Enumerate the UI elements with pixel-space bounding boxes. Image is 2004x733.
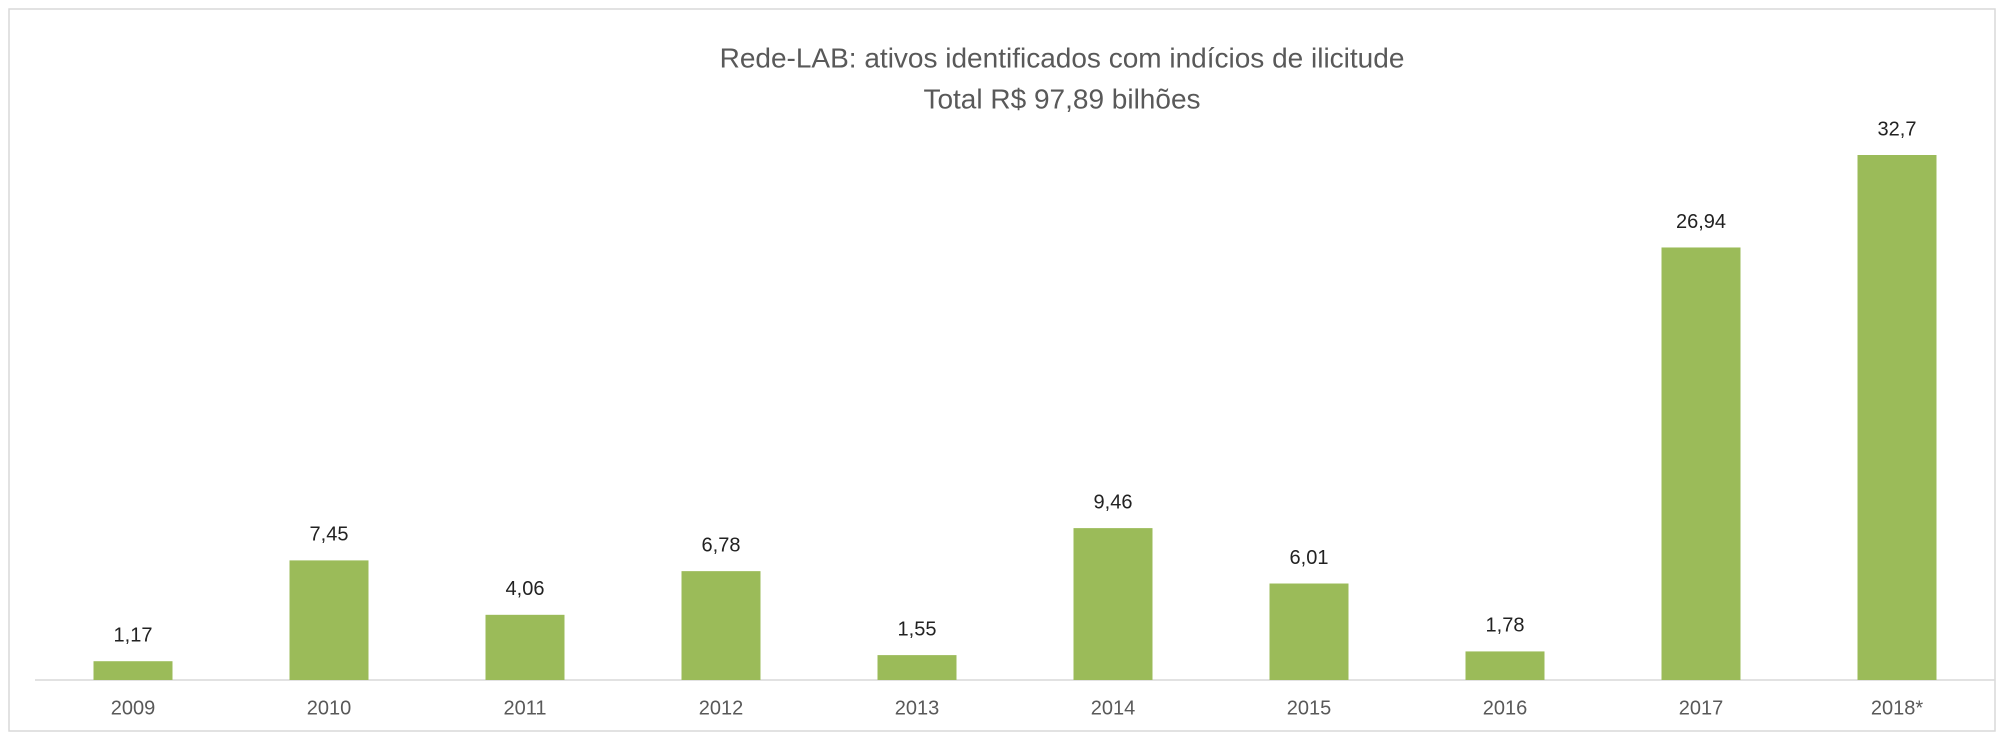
bar (93, 661, 173, 680)
data-label: 32,7 (1878, 118, 1917, 140)
x-tick-label: 2014 (1091, 697, 1136, 719)
x-tick-label: 2009 (111, 697, 156, 719)
bar (1073, 528, 1153, 680)
bar (877, 655, 957, 680)
x-tick-label: 2013 (895, 697, 940, 719)
data-label: 9,46 (1094, 491, 1133, 513)
data-label: 4,06 (506, 578, 545, 600)
x-tick-label: 2012 (699, 697, 744, 719)
data-label: 6,78 (702, 534, 741, 556)
x-tick-label: 2015 (1287, 697, 1332, 719)
x-tick-label: 2018* (1871, 697, 1923, 719)
data-label: 7,45 (310, 524, 349, 546)
bar (1269, 583, 1349, 680)
x-tick-label: 2010 (307, 697, 352, 719)
bar (681, 571, 761, 680)
data-label: 1,17 (114, 624, 153, 646)
data-label: 26,94 (1676, 211, 1726, 233)
x-tick-label: 2016 (1483, 697, 1528, 719)
bar (485, 614, 565, 680)
data-label: 6,01 (1290, 547, 1329, 569)
data-label: 1,78 (1486, 615, 1525, 637)
bar (289, 560, 369, 680)
data-label: 1,55 (898, 618, 937, 640)
x-tick-label: 2017 (1679, 697, 1724, 719)
x-tick-label: 2011 (503, 697, 546, 719)
chart-subtitle: Total R$ 97,89 bilhões (923, 83, 1200, 114)
bar (1465, 651, 1545, 680)
bar (1661, 247, 1741, 681)
chart-title: Rede-LAB: ativos identificados com indíc… (720, 42, 1405, 73)
bar (1857, 155, 1937, 680)
